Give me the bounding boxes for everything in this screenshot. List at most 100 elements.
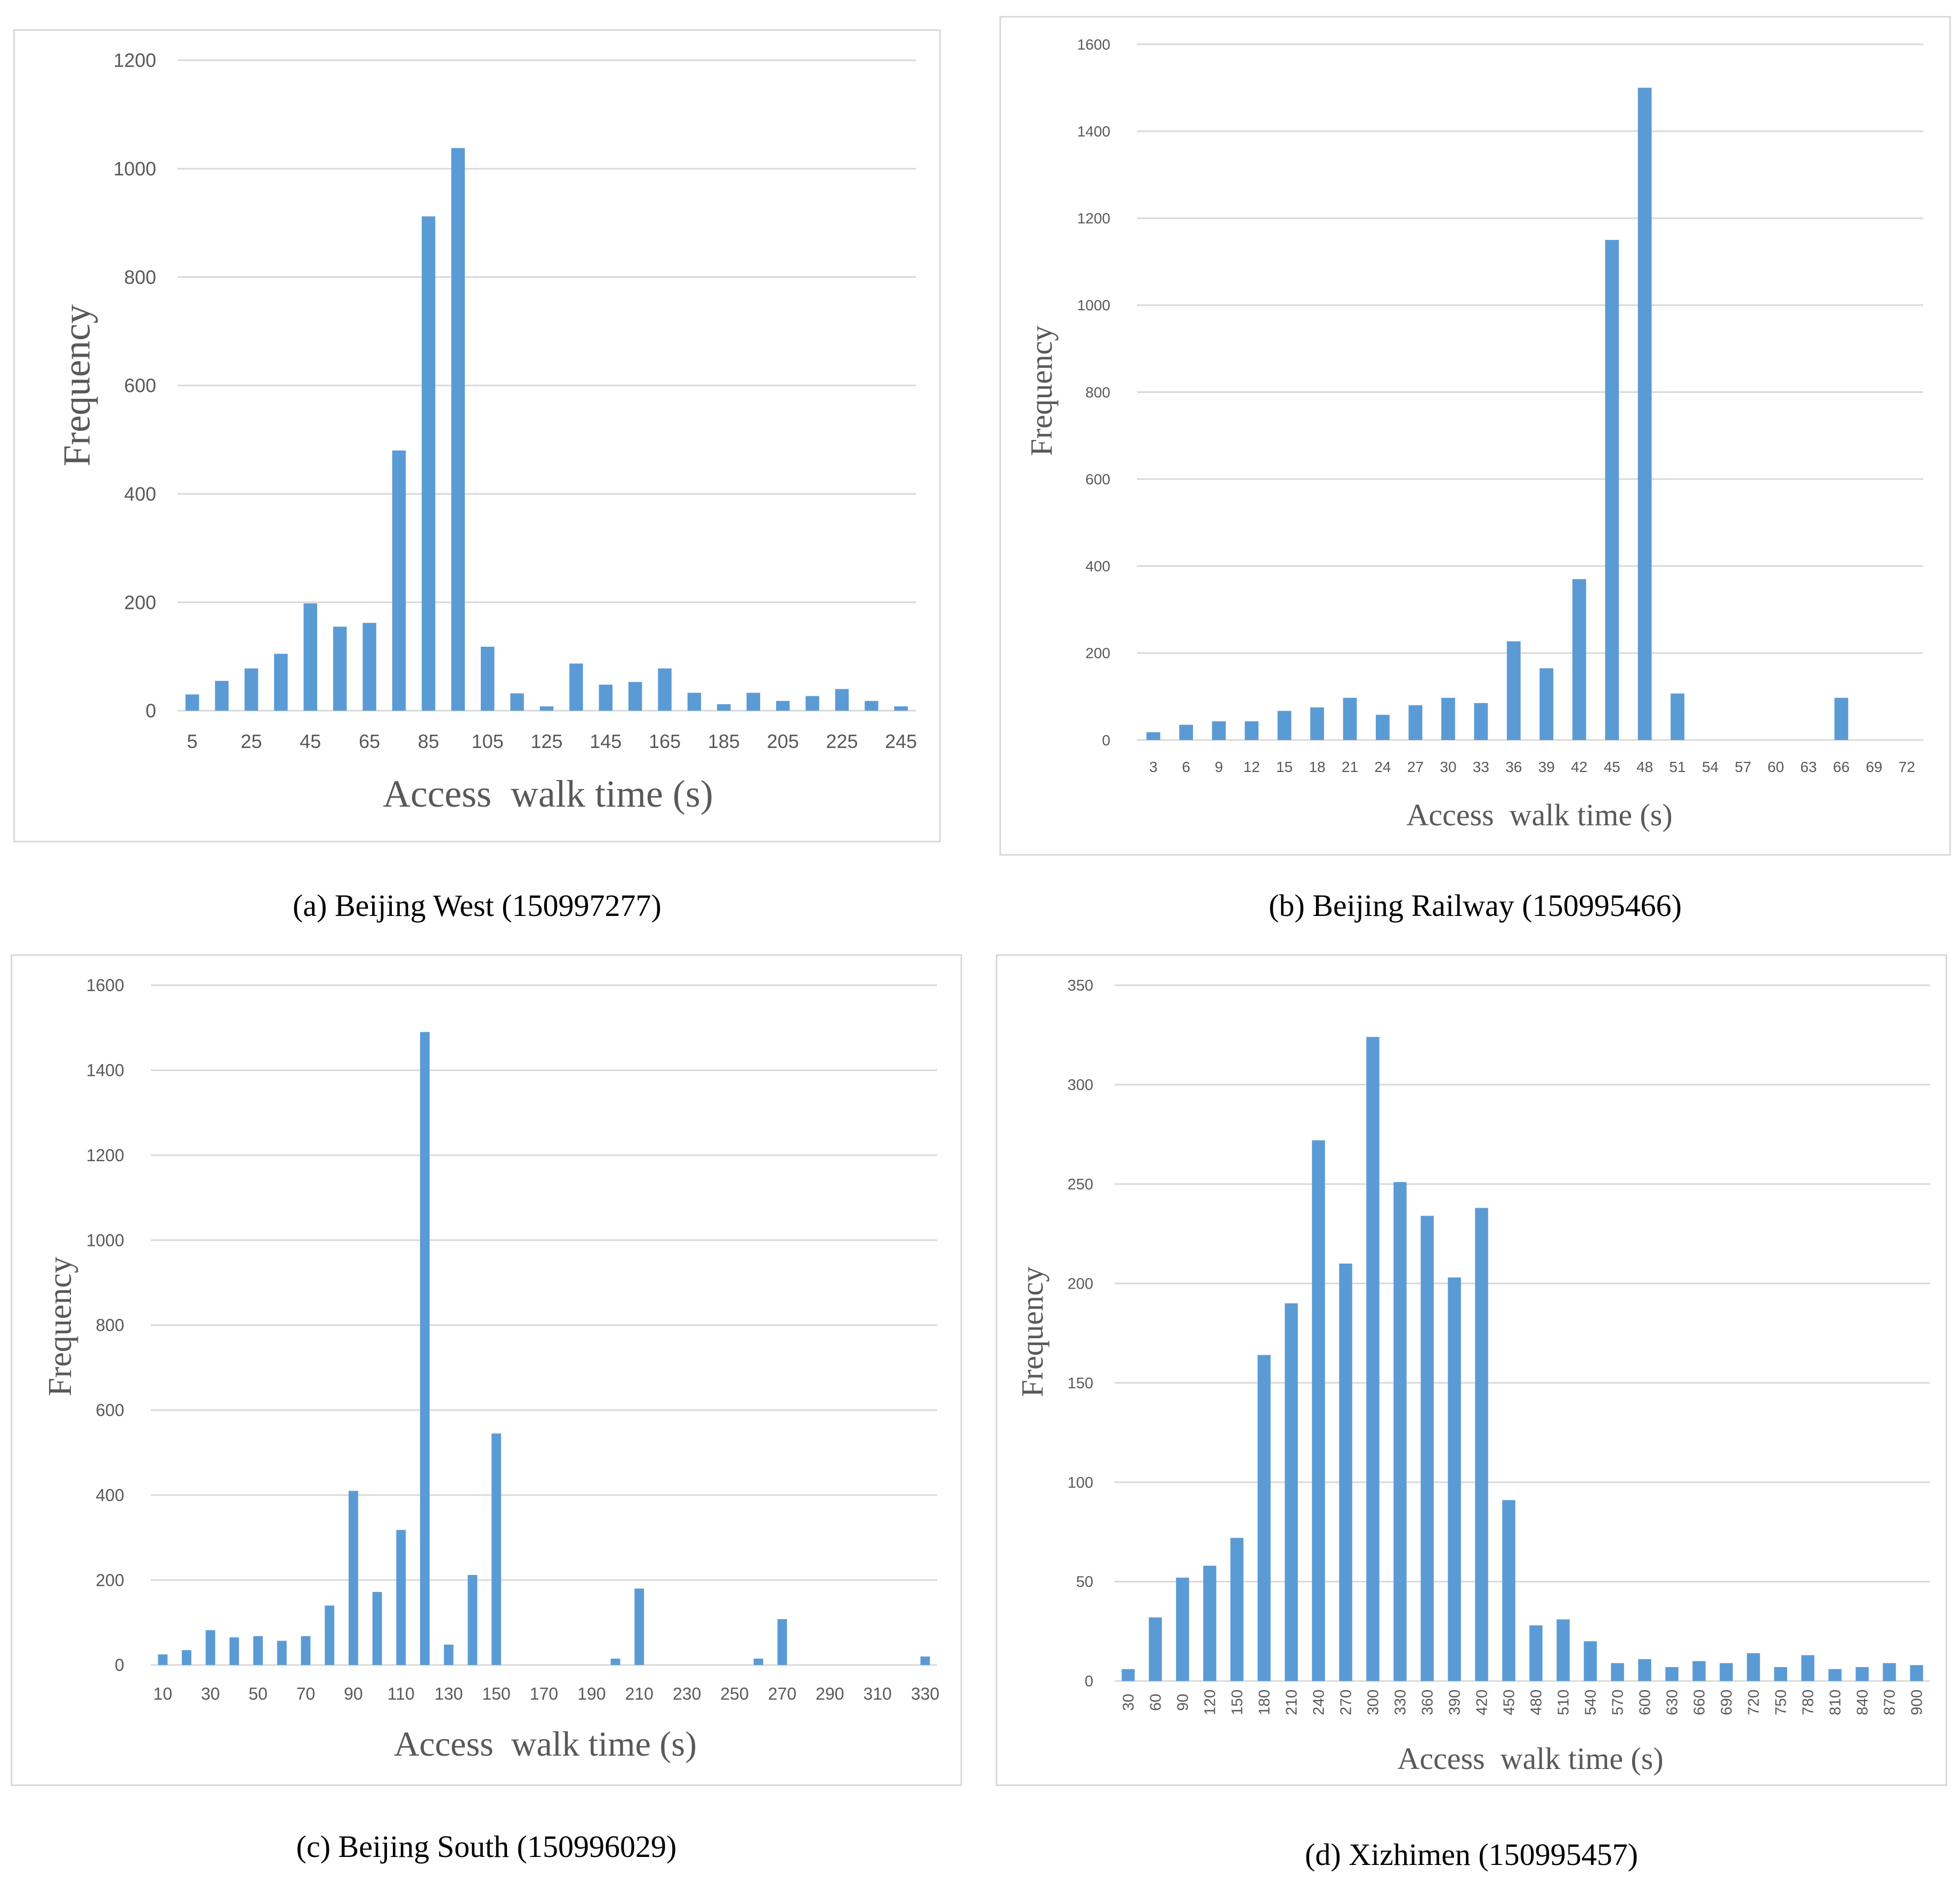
chart-b-x-tick-label: 60 [1768,759,1784,775]
chart-d-bar [1584,1641,1597,1681]
chart-c-y-tick-label: 200 [96,1571,124,1590]
chart-a-y-tick-label: 800 [124,266,156,288]
chart-c-y-tick-label: 0 [115,1655,124,1675]
chart-c-bar [229,1637,239,1665]
chart-c-x-tick-label: 110 [388,1684,415,1703]
chart-b-x-tick-label: 33 [1473,759,1489,775]
chart-a-y-tick-label: 0 [146,700,156,722]
chart-d-x-tick-label: 330 [1392,1690,1409,1715]
chart-b-bar [1146,732,1160,740]
chart-d-x-tick-label: 390 [1447,1690,1464,1715]
chart-a-bar [333,626,347,711]
chart-c-bar [301,1636,311,1665]
chart-d-x-tick-label: 840 [1854,1690,1872,1715]
chart-c-y-tick-label: 800 [96,1316,124,1335]
chart-panel-a: 0 200 400 600 800 1000 1200 5 25 45 65 85 105 125 145 1… [13,29,941,842]
chart-a-bar [422,216,435,711]
chart-b-x-tick-label: 15 [1276,759,1293,775]
chart-d-y-tick-label: 300 [1068,1077,1093,1094]
chart-a-x-tick-label: 25 [240,730,262,752]
chart-c-bar [634,1588,644,1665]
chart-d-bar [1176,1578,1189,1681]
chart-d-x-tick-label: 690 [1719,1690,1736,1715]
chart-a-x-tick-label: 145 [590,730,622,752]
chart-d-bar [1747,1653,1760,1681]
chart-d-x-axis-title: Access walk time (s) [1397,1741,1663,1776]
chart-d-x-tick-label: 360 [1419,1690,1437,1715]
chart-d-x-tick-label: 750 [1773,1690,1790,1715]
chart-d-caption: (d) Xizhimen (150995457) [1305,1837,1638,1872]
chart-b-x-tick-label: 69 [1866,759,1882,775]
chart-c-bar [253,1636,263,1665]
chart-d-bar [1339,1264,1352,1681]
chart-b-y-tick-label: 1400 [1077,123,1110,140]
chart-b-x-tick-label: 51 [1669,759,1685,775]
chart-d-x-tick-label: 450 [1501,1690,1518,1715]
chart-b-bar [1179,725,1193,740]
chart-d-x-tick-label: 240 [1311,1690,1328,1715]
chart-b-x-tick-label: 6 [1182,759,1190,775]
chart-c-bar [777,1619,787,1665]
chart-panel-b: 0 200 400 600 800 1000 1200 1400 1600 3 6 9 12 15 18 21… [999,16,1951,856]
chart-a-bar [392,451,406,711]
chart-a-bar [746,693,761,711]
chart-a-x-tick-label: 125 [530,730,562,752]
chart-b-bar [1408,705,1423,740]
chart-c-x-tick-label: 290 [816,1684,844,1703]
chart-b-y-tick-label: 1200 [1077,210,1110,227]
chart-d-y-tick-label: 200 [1068,1275,1093,1292]
chart-b-bar [1671,693,1684,740]
chart-c-bar [277,1640,287,1665]
chart-c-x-tick-label: 250 [720,1684,748,1703]
chart-c-bar [753,1659,763,1665]
chart-d-bar [1257,1355,1271,1681]
chart-d-bar [1203,1565,1216,1681]
chart-a-bar [362,623,376,711]
chart-b-x-tick-label: 9 [1215,759,1223,775]
chart-d-bar [1801,1655,1814,1681]
chart-c-caption: (c) Beijing South (150996029) [296,1829,677,1864]
chart-b-bar [1376,714,1390,740]
chart-b-bar [1506,641,1521,740]
chart-b-x-tick-label: 18 [1309,759,1325,775]
chart-c-bar [182,1650,191,1665]
chart-d-x-tick-label: 540 [1583,1690,1600,1715]
chart-c-y-tick-label: 400 [96,1485,124,1505]
chart-a-bar [835,689,849,711]
chart-b-x-axis-title: Access walk time (s) [1406,798,1672,832]
chart-d-y-axis-title: Frequency [1015,1267,1050,1397]
chart-b-x-tick-label: 63 [1800,759,1817,775]
chart-panel-c: 0 200 400 600 800 1000 1200 1400 1600 10 30 50 70 90 1… [11,954,962,1786]
chart-b-y-tick-label: 800 [1085,384,1110,400]
chart-a-caption: (a) Beijing West (150997277) [293,888,662,923]
chart-d-y-tick-label: 100 [1068,1474,1093,1491]
chart-a-x-tick-label: 105 [472,730,504,752]
chart-a-x-axis-title: Access walk time (s) [383,773,713,815]
chart-a-bar [539,706,554,711]
chart-c-x-tick-label: 70 [296,1684,316,1703]
chart-a-x-tick-label: 245 [885,730,917,752]
chart-c-bar [920,1656,930,1665]
chart-b-bar [1638,87,1652,740]
chart-c-bar [158,1654,168,1665]
chart-d-x-tick-label: 720 [1746,1690,1763,1715]
chart-b-bar [1310,707,1324,740]
chart-c-x-tick-label: 210 [625,1684,654,1703]
chart-b-x-tick-label: 66 [1833,759,1850,775]
chart-b-y-tick-label: 400 [1085,558,1110,575]
chart-d-bar [1556,1619,1570,1681]
chart-a-bar [805,696,819,711]
chart-a-bar [569,663,583,711]
chart-c-y-tick-label: 600 [96,1401,124,1420]
chart-d-bar [1692,1661,1706,1681]
chart-a-bar [628,682,642,711]
chart-d-x-tick-label: 570 [1610,1690,1627,1715]
chart-c-bar [325,1605,335,1665]
chart-c-bar [491,1433,502,1665]
chart-b-x-tick-label: 21 [1342,759,1358,775]
chart-b-caption: (b) Beijing Railway (150995466) [1269,888,1682,923]
chart-b-x-tick-label: 54 [1702,759,1719,775]
chart-b-x-tick-label: 27 [1407,759,1424,775]
chart-a-bar [599,685,613,711]
